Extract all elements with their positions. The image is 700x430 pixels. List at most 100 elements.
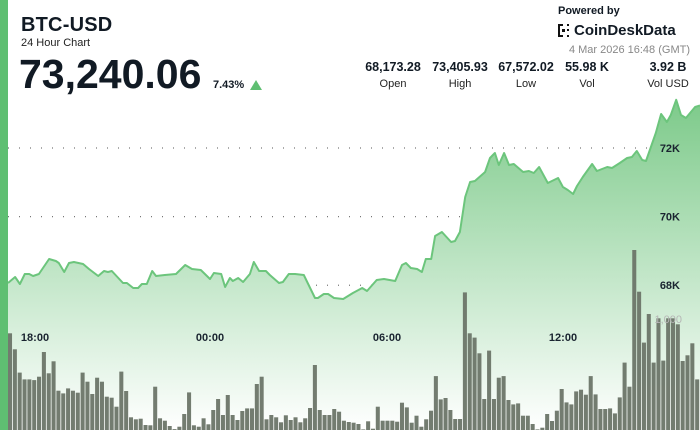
volume-bar (216, 399, 221, 430)
volume-bar (540, 427, 545, 430)
volume-bar (308, 408, 313, 430)
volume-bar (516, 403, 521, 430)
volume-bar (220, 415, 225, 430)
volume-bar (230, 415, 235, 430)
volume-bar (114, 406, 119, 430)
volume-bar (646, 314, 651, 430)
stat-label: Open (379, 78, 407, 90)
volume-bar (351, 422, 356, 430)
change-percent: 7.43% (213, 79, 245, 91)
volume-bar (346, 422, 351, 430)
volume-bar (564, 402, 569, 430)
volume-bar (12, 349, 17, 430)
volume-bar (51, 361, 56, 430)
volume-bar (177, 426, 182, 430)
x-tick-label: 06:00 (373, 332, 401, 344)
volume-bar (182, 414, 187, 430)
volume-bar (37, 376, 42, 430)
volume-bar (337, 411, 342, 430)
volume-bar (288, 420, 293, 430)
volume-bar (274, 417, 279, 430)
volume-bar (148, 425, 153, 430)
volume-bar (22, 379, 27, 430)
volume-bar (201, 418, 206, 430)
y-tick-label: 68K (660, 280, 680, 292)
volume-bar (506, 400, 511, 430)
volume-bar (32, 380, 37, 430)
volume-bar (390, 420, 395, 430)
volume-bar (588, 376, 593, 430)
y-tick-label: 72K (660, 143, 680, 155)
volume-bar (622, 362, 627, 430)
coindesk-logo-icon (558, 24, 569, 37)
volume-bar (496, 377, 501, 430)
volume-bar (453, 419, 458, 430)
volume-bar (70, 390, 75, 430)
volume-bar (443, 398, 448, 430)
stat-value: 55.98 K (565, 60, 609, 74)
volume-bar (549, 421, 555, 430)
volume-bar (104, 396, 109, 430)
volume-bar (90, 394, 95, 430)
volume-bar (187, 392, 192, 430)
volume-bar (617, 397, 622, 430)
volume-bar (404, 407, 409, 430)
volume-bar (511, 404, 516, 430)
volume-bar (695, 379, 700, 430)
volume-bar (327, 415, 332, 430)
stat-value: 73,405.93 (432, 60, 488, 74)
volume-bar (675, 324, 680, 430)
volume-bar (254, 384, 259, 430)
volume-bar (278, 422, 284, 430)
volume-bar (80, 372, 85, 430)
stat-value: 67,572.02 (498, 60, 554, 74)
volume-bar (458, 419, 463, 430)
volume-bar (487, 350, 492, 430)
volume-bar (438, 399, 443, 430)
volume-bar (298, 422, 303, 430)
volume-bar (651, 362, 656, 430)
volume-bar (356, 424, 361, 430)
volume-bar (608, 408, 613, 430)
volume-bar (680, 361, 685, 430)
volume-bar (612, 413, 617, 430)
volume-bar (385, 420, 390, 430)
volume-bar (370, 428, 375, 430)
stat-open: 68,173.28 Open (362, 60, 424, 90)
volume-bar (574, 391, 579, 430)
volume-bar (525, 415, 530, 430)
up-arrow-icon (250, 80, 262, 90)
volume-bar (554, 410, 559, 430)
volume-bar (424, 419, 429, 430)
volume-bar (124, 391, 129, 430)
volume-bar (138, 418, 143, 430)
stat-label: Vol USD (647, 78, 689, 90)
volume-bar (322, 415, 327, 430)
volume-bar (530, 424, 535, 430)
volume-bar (520, 415, 525, 430)
volume-bar (632, 250, 637, 430)
volume-bar (206, 424, 211, 430)
volume-bar (312, 365, 317, 430)
volume-bar (593, 394, 598, 430)
volume-bar (462, 292, 467, 430)
x-tick-label: 18:00 (21, 332, 49, 344)
volume-bar (482, 399, 487, 430)
volume-bar (409, 422, 414, 430)
volume-bar (414, 415, 419, 430)
volume-bar (245, 408, 250, 430)
coindesk-logo[interactable]: CoinDeskData (558, 22, 676, 39)
volume-bar (317, 410, 322, 430)
volume-bar (99, 381, 104, 430)
x-tick-label: 12:00 (549, 332, 577, 344)
volume-bar (240, 411, 245, 430)
volume-bar (429, 410, 434, 430)
volume-bar (128, 417, 134, 430)
volume-bar (666, 318, 671, 430)
stat-value: 68,173.28 (365, 60, 421, 74)
volume-bars (8, 250, 700, 430)
x-tick-label: 00:00 (196, 332, 224, 344)
volume-bar (627, 386, 632, 430)
volume-bar (61, 393, 66, 430)
volume-bar (46, 373, 51, 430)
